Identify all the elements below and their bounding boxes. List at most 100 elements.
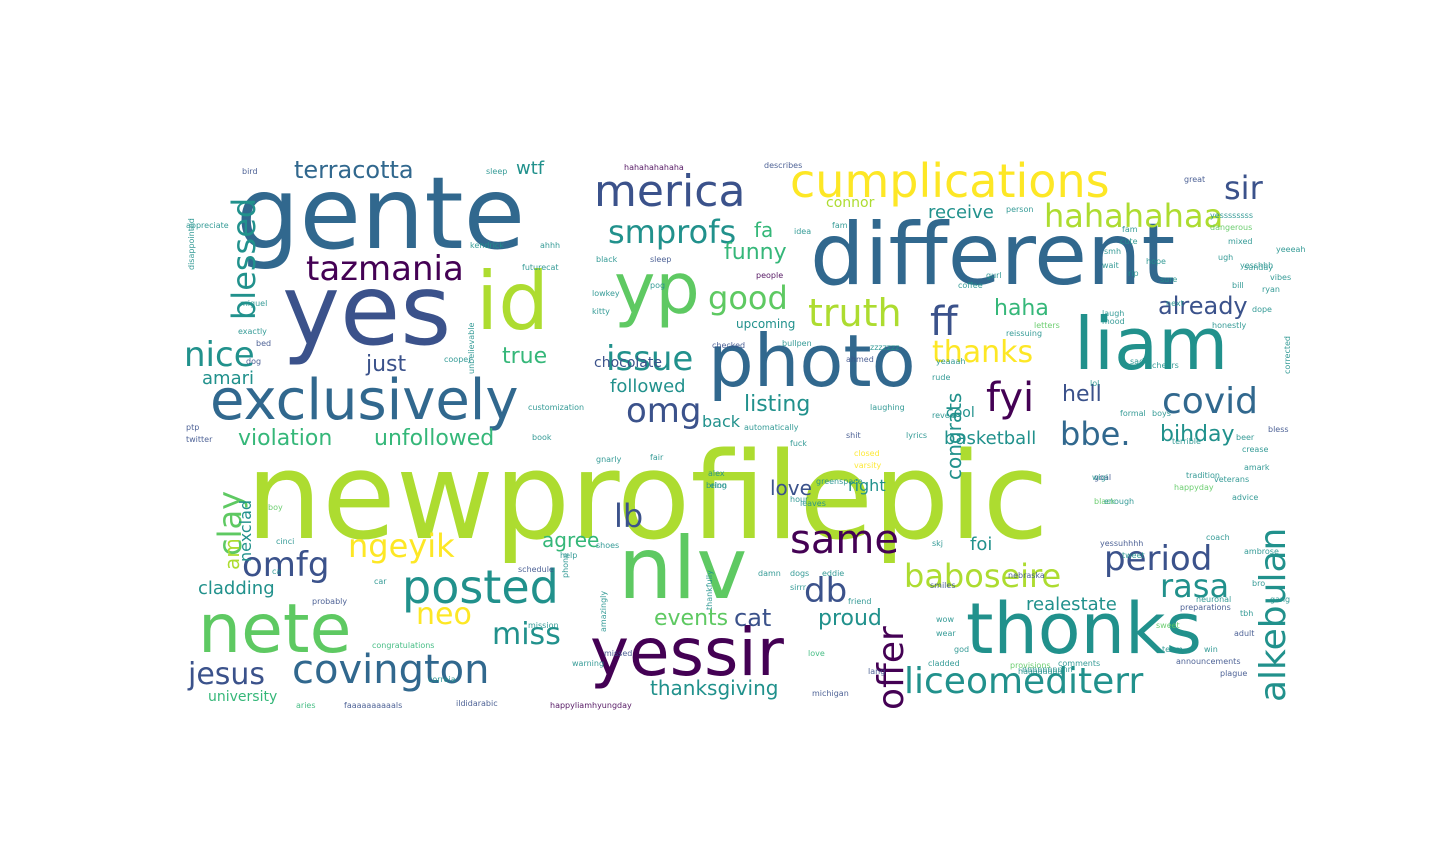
cloud-word-help: help	[560, 551, 578, 560]
cloud-word-right: right	[848, 476, 886, 495]
cloud-word-idk: idea	[794, 227, 812, 236]
cloud-word-university: university	[208, 689, 278, 705]
cloud-word-wait: wait	[1102, 261, 1119, 270]
cloud-word-sad: sad	[1130, 357, 1145, 366]
cloud-word-events: events	[654, 606, 729, 631]
cloud-word-cinci: cinci	[276, 537, 295, 546]
cloud-word-sweet: sweet	[1156, 621, 1180, 630]
cloud-word-alex: alex	[708, 469, 725, 478]
cloud-word-ff: ff	[930, 299, 958, 345]
cloud-word-cladding: cladding	[198, 578, 275, 599]
cloud-word-reveal: reveal	[932, 411, 957, 420]
cloud-word-boy: boy	[268, 503, 283, 512]
cloud-word-neuronal: neuronal	[1196, 595, 1232, 604]
cloud-word-bro: bro	[1252, 579, 1266, 588]
cloud-word-wigi: wigi	[1092, 473, 1109, 482]
cloud-word-rip: rip	[1128, 269, 1139, 278]
cloud-word-hell: hell	[1062, 382, 1102, 407]
cloud-word-lowkey: lowkey	[592, 289, 620, 298]
cloud-word-photo: photo	[708, 319, 916, 403]
cloud-word-beer: beer	[1236, 433, 1255, 442]
cloud-word-kitty: kitty	[592, 307, 610, 316]
cloud-word-nete: nete	[198, 590, 352, 669]
cloud-word-yes: yes	[282, 254, 452, 368]
cloud-word-boys: boys	[1152, 409, 1171, 418]
cloud-word-elon: elon	[710, 481, 728, 490]
cloud-word-haha: haha	[994, 296, 1049, 321]
cloud-word-person: person	[1006, 205, 1034, 214]
cloud-word-bird: bird	[242, 167, 258, 176]
cloud-word-gnarly: gnarly	[596, 455, 622, 464]
cloud-word-lang: lang	[868, 667, 886, 676]
cloud-word-nexclad: nexclad	[236, 499, 255, 562]
cloud-word-followed: followed	[610, 376, 686, 397]
cloud-word-yeaaah: yeaaah	[936, 357, 966, 366]
cloud-word-advice: advice	[1232, 493, 1259, 502]
cloud-word-ngeyik: ngeyik	[348, 527, 455, 565]
cloud-word-fair: fair	[650, 453, 664, 462]
cloud-word-truth: truth	[808, 291, 902, 335]
cloud-word-mixed: mixed	[1228, 237, 1253, 246]
cloud-word-nlv: nlv	[618, 519, 748, 619]
cloud-word-jesus: jesus	[188, 657, 266, 692]
cloud-word-id: id	[476, 255, 550, 348]
cloud-word-sirrr: sirrr	[790, 583, 806, 592]
cloud-word-thonks: thonks	[966, 588, 1203, 670]
cloud-word-dangerous: dangerous	[1210, 223, 1253, 232]
cloud-word-ptp: ptp	[186, 423, 200, 432]
cloud-word-gurl: gurl	[986, 271, 1002, 280]
cloud-word-sure: sure	[1160, 275, 1178, 284]
cloud-word-next: next	[1166, 299, 1184, 308]
cloud-word-db: db	[804, 571, 848, 611]
cloud-word-laughing: laughing	[870, 403, 905, 412]
cloud-word-ildidarabic: ildidarabic	[456, 699, 498, 708]
cloud-word-tbh: tbh	[1240, 609, 1254, 618]
cloud-word-amark: amark	[1244, 463, 1270, 472]
cloud-word-haaaa: haaaaaaaa	[1018, 667, 1063, 676]
cloud-word-fuck: fuck	[790, 439, 807, 448]
cloud-word-yesshhh: yesshhh	[1240, 261, 1274, 270]
cloud-word-ugh: ugh	[1218, 253, 1234, 262]
cloud-word-shoes2: friend	[848, 597, 872, 606]
cloud-word-unbelievable: unbelievable	[467, 322, 476, 374]
cloud-word-tweet: tweet	[1122, 551, 1145, 560]
cloud-word-hour: hour	[790, 495, 809, 504]
cloud-word-yeeeah: yeeeah	[1276, 245, 1306, 254]
cloud-word-fam2: fam	[1122, 225, 1138, 234]
cloud-word-people: people	[756, 271, 784, 280]
cloud-word-schedule: schedule	[518, 565, 554, 574]
cloud-word-bed: bed	[256, 339, 272, 348]
cloud-word-dope: dope	[1252, 305, 1272, 314]
cloud-word-ugh2: bill	[1232, 281, 1244, 290]
cloud-word-bihday: bihday	[1160, 422, 1235, 447]
cloud-word-baboseire: baboseire	[904, 557, 1062, 595]
cloud-word-book: book	[532, 433, 552, 442]
cloud-word-honestly: honestly	[1212, 321, 1247, 330]
cloud-word-automatically: automatically	[744, 423, 799, 432]
cloud-word-ryan: ryan	[1262, 285, 1280, 294]
cloud-word-miss: miss	[492, 617, 561, 652]
cloud-word-cooper: cooper	[444, 355, 472, 364]
cloud-word-black: black	[1094, 497, 1116, 506]
cloud-word-rasa: rasa	[1160, 567, 1230, 605]
cloud-word-cladded: cladded	[928, 659, 960, 668]
cloud-word-thanks: thanks	[932, 335, 1034, 370]
cloud-word-agree: agree	[542, 528, 600, 552]
cloud-word-terracotta: terracotta	[294, 156, 414, 184]
cloud-word-terrible: terrible	[1172, 437, 1201, 446]
cloud-word-gramma: greenspace	[816, 477, 863, 486]
cloud-word-smh: smh	[1104, 247, 1122, 256]
cloud-word-good: good	[708, 279, 788, 317]
cloud-word-eddie: eddie	[822, 569, 845, 578]
cloud-word-liceomediterr: liceomediterr	[904, 661, 1144, 702]
cloud-word-funny: funny	[724, 240, 787, 265]
cloud-word-win: win	[1204, 645, 1218, 654]
cloud-word-rude: rude	[932, 373, 951, 382]
cloud-word-leaves: leaves	[800, 499, 826, 508]
cloud-word-closed: closed	[854, 449, 880, 458]
cloud-word-dogs: dogs	[790, 569, 810, 578]
cloud-word-plague: plague	[1220, 669, 1248, 678]
cloud-word-exclusively: exclusively	[210, 368, 519, 433]
cloud-word-different: different	[810, 205, 1176, 305]
cloud-word-ahmed: ahmed	[846, 355, 874, 364]
